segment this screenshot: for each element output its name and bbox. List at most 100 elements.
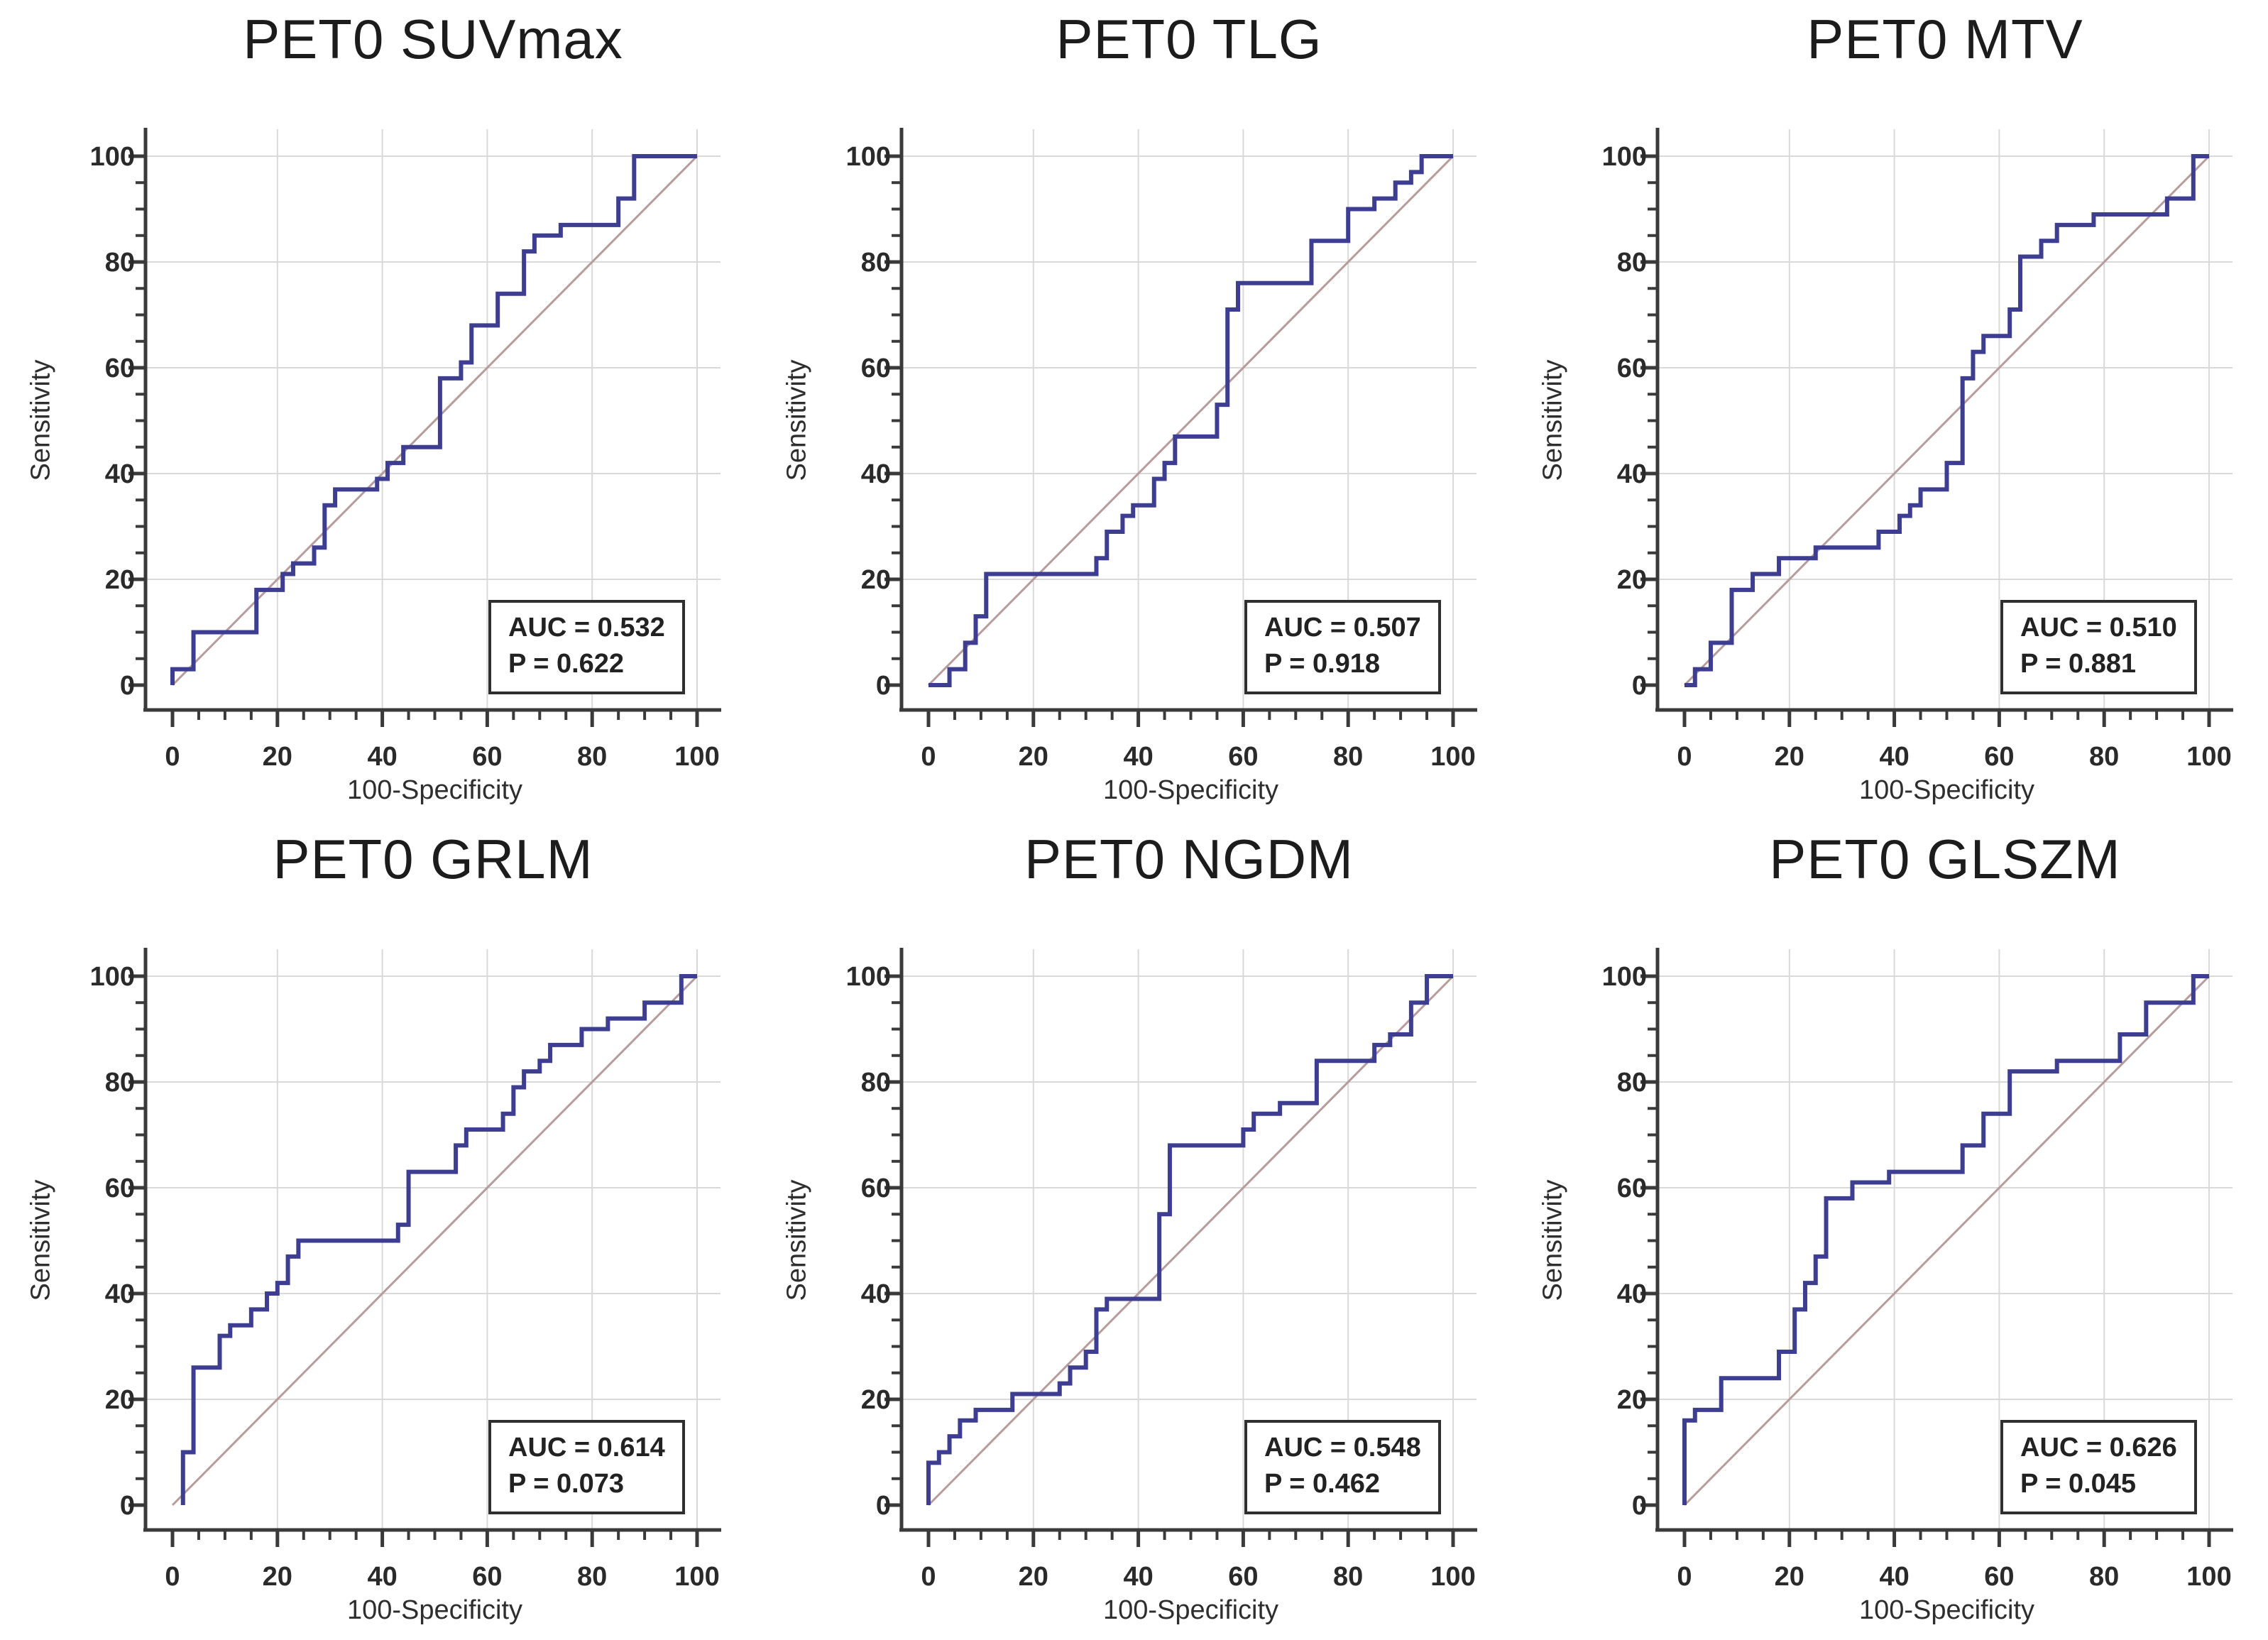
p-value-label: P = 0.622 (508, 649, 625, 679)
y-axis-label: Sensitivity (782, 359, 812, 481)
roc-plot-svg: 0 20 40 60 80 100 0 20 40 60 80 100 (846, 948, 1477, 1592)
svg-text:40: 40 (105, 1279, 135, 1309)
auc-annotation-box: AUC = 0.507 P = 0.918 (1244, 600, 1441, 694)
svg-text:40: 40 (367, 1562, 397, 1592)
svg-text:40: 40 (861, 1279, 891, 1309)
svg-text:100: 100 (1602, 962, 1647, 992)
svg-text:40: 40 (861, 459, 891, 489)
y-axis-label: Sensitivity (1538, 359, 1568, 481)
svg-text:60: 60 (1617, 354, 1647, 383)
svg-text:80: 80 (861, 248, 891, 278)
roc-panel-glszm: 0 20 40 60 80 100 0 20 40 60 80 100 PET0 GLSZM Sens… (1512, 820, 2268, 1640)
svg-text:100: 100 (2186, 742, 2231, 772)
auc-value-label: AUC = 0.548 (1264, 1433, 1421, 1463)
svg-text:60: 60 (1984, 1562, 2014, 1592)
roc-plot-svg: 0 20 40 60 80 100 0 20 40 60 80 100 (1602, 948, 2233, 1592)
roc-panel-mtv: 0 20 40 60 80 100 0 20 40 60 80 100 PET0 MTV Sensit… (1512, 0, 2268, 820)
roc-panel-tlg: 0 20 40 60 80 100 0 20 40 60 80 100 PET0 TLG Sensit… (756, 0, 1512, 820)
svg-text:60: 60 (1228, 1562, 1258, 1592)
svg-text:20: 20 (1617, 565, 1647, 595)
auc-value-label: AUC = 0.507 (1264, 613, 1421, 643)
chart-title: PET0 GRLM (273, 828, 593, 890)
svg-text:60: 60 (472, 1562, 502, 1592)
svg-text:20: 20 (263, 742, 292, 772)
svg-text:0: 0 (120, 1491, 135, 1521)
svg-text:20: 20 (1617, 1385, 1647, 1415)
svg-text:0: 0 (1677, 1562, 1692, 1592)
svg-text:20: 20 (1775, 1562, 1804, 1592)
auc-value-label: AUC = 0.532 (508, 613, 665, 643)
svg-text:60: 60 (861, 1174, 891, 1203)
svg-text:0: 0 (165, 742, 180, 772)
svg-text:80: 80 (1333, 742, 1363, 772)
auc-annotation-box: AUC = 0.548 P = 0.462 (1244, 1420, 1441, 1514)
auc-value-label: AUC = 0.626 (2020, 1433, 2177, 1463)
svg-text:100: 100 (90, 962, 135, 992)
svg-text:40: 40 (367, 742, 397, 772)
svg-text:80: 80 (105, 248, 135, 278)
svg-text:80: 80 (1333, 1562, 1363, 1592)
svg-text:20: 20 (263, 1562, 292, 1592)
roc-plot-svg: 0 20 40 60 80 100 0 20 40 60 80 100 (1602, 128, 2233, 772)
auc-annotation-box: AUC = 0.510 P = 0.881 (2000, 600, 2197, 694)
svg-text:40: 40 (1123, 742, 1153, 772)
svg-text:20: 20 (1019, 742, 1048, 772)
svg-text:0: 0 (876, 1491, 891, 1521)
p-value-label: P = 0.881 (2020, 649, 2137, 679)
svg-text:100: 100 (1430, 1562, 1475, 1592)
svg-text:100: 100 (1430, 742, 1475, 772)
roc-panel-suvmax: 0 20 40 60 80 100 0 20 40 60 80 100 PET0 SUVmax Sen… (0, 0, 756, 820)
svg-text:40: 40 (105, 459, 135, 489)
svg-text:0: 0 (876, 671, 891, 701)
svg-text:0: 0 (165, 1562, 180, 1592)
auc-annotation-box: AUC = 0.626 P = 0.045 (2000, 1420, 2197, 1514)
x-axis-label: 100-Specificity (1858, 775, 2035, 805)
chart-title: PET0 SUVmax (243, 8, 623, 70)
svg-text:100: 100 (2186, 1562, 2231, 1592)
svg-text:60: 60 (105, 354, 135, 383)
p-value-label: P = 0.918 (1264, 649, 1381, 679)
svg-text:40: 40 (1617, 459, 1647, 489)
p-value-label: P = 0.073 (508, 1469, 625, 1499)
chart-title: PET0 NGDM (1024, 828, 1354, 890)
svg-text:100: 100 (846, 142, 891, 172)
svg-text:0: 0 (921, 742, 936, 772)
svg-text:80: 80 (1617, 1068, 1647, 1098)
p-value-label: P = 0.045 (2020, 1469, 2137, 1499)
roc-panel-ngdm: 0 20 40 60 80 100 0 20 40 60 80 100 PET0 NGDM Sensi… (756, 820, 1512, 1640)
svg-text:20: 20 (105, 1385, 135, 1415)
roc-plot-svg: 0 20 40 60 80 100 0 20 40 60 80 100 (846, 128, 1477, 772)
auc-value-label: AUC = 0.510 (2020, 613, 2177, 643)
y-axis-label: Sensitivity (26, 359, 56, 481)
svg-text:80: 80 (2089, 1562, 2119, 1592)
svg-text:80: 80 (577, 742, 607, 772)
svg-text:40: 40 (1879, 742, 1909, 772)
x-axis-label: 100-Specificity (1102, 775, 1279, 805)
svg-text:20: 20 (1775, 742, 1804, 772)
svg-text:80: 80 (105, 1068, 135, 1098)
svg-text:80: 80 (577, 1562, 607, 1592)
svg-text:20: 20 (105, 565, 135, 595)
x-axis-label: 100-Specificity (346, 775, 523, 805)
svg-text:0: 0 (120, 671, 135, 701)
auc-value-label: AUC = 0.614 (508, 1433, 665, 1463)
svg-text:80: 80 (861, 1068, 891, 1098)
svg-text:60: 60 (1617, 1174, 1647, 1203)
auc-annotation-box: AUC = 0.532 P = 0.622 (488, 600, 685, 694)
svg-text:60: 60 (1984, 742, 2014, 772)
auc-annotation-box: AUC = 0.614 P = 0.073 (488, 1420, 685, 1514)
chart-title: PET0 MTV (1807, 8, 2083, 70)
svg-text:0: 0 (1632, 1491, 1647, 1521)
svg-text:20: 20 (861, 565, 891, 595)
x-axis-label: 100-Specificity (1858, 1595, 2035, 1625)
roc-plot-svg: 0 20 40 60 80 100 0 20 40 60 80 100 (90, 948, 721, 1592)
p-value-label: P = 0.462 (1264, 1469, 1381, 1499)
svg-text:100: 100 (846, 962, 891, 992)
y-axis-label: Sensitivity (782, 1179, 812, 1301)
svg-text:40: 40 (1879, 1562, 1909, 1592)
svg-text:100: 100 (90, 142, 135, 172)
svg-text:60: 60 (1228, 742, 1258, 772)
svg-text:40: 40 (1617, 1279, 1647, 1309)
roc-plot-svg: 0 20 40 60 80 100 0 20 40 60 80 100 (90, 128, 721, 772)
